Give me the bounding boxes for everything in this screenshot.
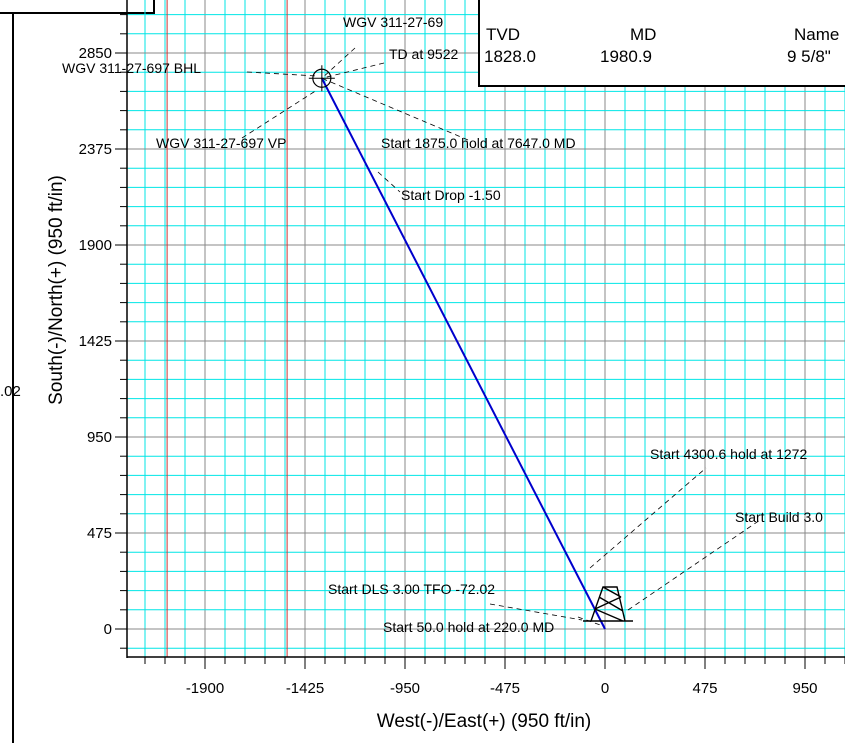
y-tick-label: 2375: [79, 141, 112, 158]
grid-lines: [127, 0, 845, 657]
annotation-label: Start 1875.0 hold at 7647.0 MD: [381, 135, 576, 151]
annotation-label: Start DLS 3.00 TFO -72.02: [328, 581, 495, 597]
y-tick-label: 1900: [79, 237, 112, 254]
axes: [115, 0, 845, 669]
well-path-line: [320, 77, 606, 630]
casing-name-value: 9 5/8": [787, 47, 831, 66]
x-tick-label: -1425: [286, 680, 324, 697]
rig-icon: [583, 586, 633, 622]
y-tick-label: 950: [87, 429, 112, 446]
leader-line: [321, 47, 356, 79]
x-tick-label: -950: [390, 680, 420, 697]
annotation-label: Start 4300.6 hold at 1272: [650, 446, 807, 462]
x-tick-label: 950: [792, 680, 817, 697]
tick-labels: -1900 -1425 -950 -475 0 475 950 2850 2375 1900 142…: [79, 45, 818, 697]
annotation-label: WGV 311-27-69: [343, 14, 443, 30]
leader-line: [489, 603, 583, 621]
lease-lines: [166, 0, 288, 657]
y-tick-label: 1425: [79, 333, 112, 350]
annotation-label: WGV 311-27-697 VP: [156, 135, 286, 151]
leader-line: [246, 71, 318, 77]
leader-line: [321, 62, 385, 79]
x-tick-label: -475: [490, 680, 520, 697]
y-tick-label: 2850: [79, 45, 112, 62]
x-tick-label: 475: [692, 680, 717, 697]
legend-box-fragment: [0, 0, 155, 14]
y-tick-label: 0: [104, 621, 112, 638]
leader-line: [321, 77, 469, 141]
casing-md-value: 1980.9: [600, 47, 652, 66]
x-tick-label: -1900: [186, 680, 224, 697]
leader-line: [241, 89, 318, 139]
annotation-label: Start Build 3.0: [735, 509, 823, 525]
y-tick-label: 475: [87, 525, 112, 542]
well-path: [308, 65, 633, 630]
x-tick-label: 0: [601, 680, 609, 697]
annotations: WGV 311-27-69 TD at 9522 WGV 311-27-697 BH…: [62, 14, 823, 635]
annotation-label: WGV 311-27-697 BHL: [62, 60, 201, 76]
casing-header-md: MD: [630, 25, 657, 44]
casing-tvd-value: 1828.0: [484, 47, 536, 66]
casing-header-name: Name: [794, 25, 840, 44]
y-axis-label: South(-)/North(+) (950 ft/in): [46, 175, 67, 405]
annotation-label: Start Drop -1.50: [401, 187, 501, 203]
frame-left-line: [12, 14, 14, 743]
annotation-label: TD at 9522: [389, 46, 458, 62]
leader-line: [377, 171, 401, 193]
casing-header-tvd: TVD: [486, 25, 520, 44]
leader-line: [589, 467, 707, 569]
side-fragment-label: .02: [0, 383, 21, 400]
x-axis-label: West(-)/East(+) (950 ft/in): [377, 711, 592, 732]
annotation-label: Start 50.0 hold at 220.0 MD: [383, 619, 554, 635]
casing-table: TVD MD Name 1828.0 1980.9 9 5/8": [478, 0, 845, 87]
